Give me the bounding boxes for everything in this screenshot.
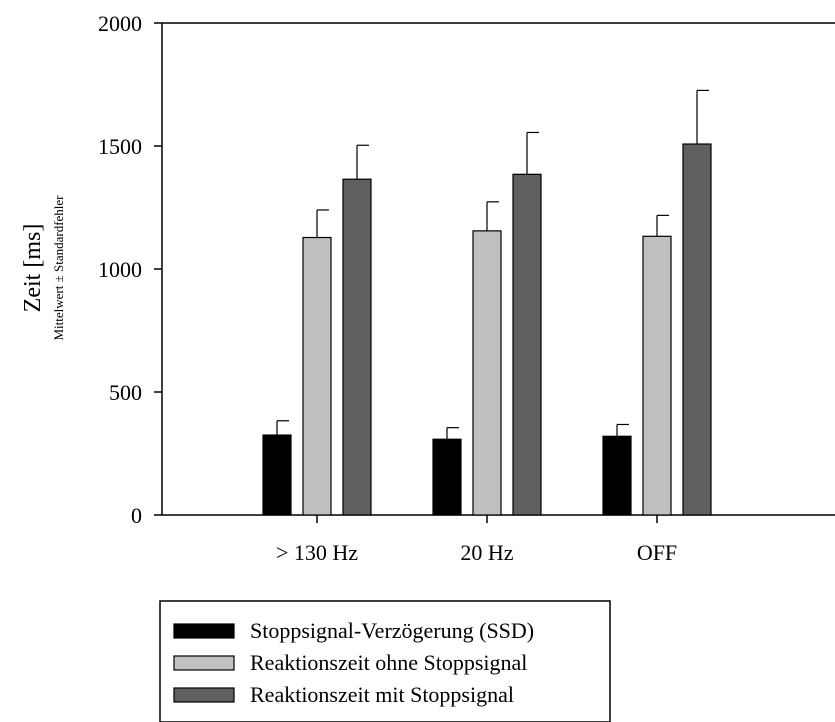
- y-axis-sublabel: Mittelwert ± Standardfehler: [51, 195, 66, 341]
- legend-label: Reaktionszeit mit Stoppsignal: [250, 682, 514, 707]
- y-tick-label: 1500: [98, 134, 142, 159]
- y-axis-label: Zeit [ms]: [20, 224, 46, 313]
- bar: [472, 230, 502, 516]
- legend-swatch: [173, 623, 235, 639]
- bar: [512, 173, 542, 516]
- y-tick-label: 1000: [98, 257, 142, 282]
- legend-swatch: [173, 655, 235, 671]
- legend: Stoppsignal-Verzögerung (SSD) Reaktionsze…: [159, 600, 611, 722]
- bar: [682, 143, 712, 516]
- y-tick-label: 2000: [98, 11, 142, 36]
- bars: [262, 89, 712, 516]
- x-tick-label: > 130 Hz: [276, 540, 358, 565]
- bar: [302, 236, 332, 516]
- legend-label: Stoppsignal-Verzögerung (SSD): [250, 618, 534, 643]
- y-tick-label: 500: [109, 380, 142, 405]
- legend-swatch: [173, 687, 235, 703]
- labels: 0 500 1000 1500 2000 Zeit [ms] Mittelwert ± St…: [20, 11, 677, 565]
- x-tick-label: 20 Hz: [460, 540, 513, 565]
- bar: [432, 438, 462, 516]
- legend-label: Reaktionszeit ohne Stoppsignal: [250, 650, 527, 675]
- bar: [602, 435, 632, 516]
- y-tick-label: 0: [131, 503, 142, 528]
- legend-box: [159, 600, 611, 722]
- bar: [262, 434, 292, 516]
- bar: [642, 235, 672, 516]
- x-tick-label: OFF: [637, 540, 677, 565]
- bar: [342, 178, 372, 516]
